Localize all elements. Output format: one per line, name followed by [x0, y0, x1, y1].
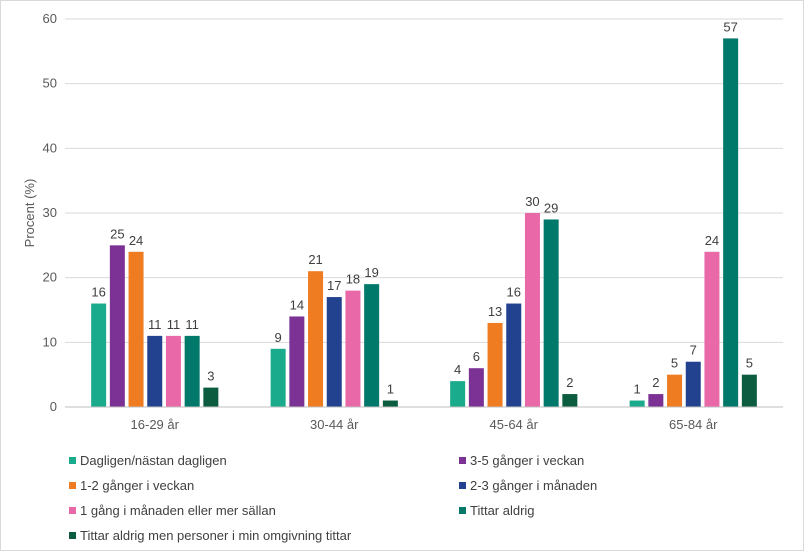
- data-label: 11: [148, 317, 162, 332]
- legend-label: 1 gång i månaden eller mer sällan: [80, 503, 276, 518]
- legend-label: Dagligen/nästan dagligen: [80, 453, 227, 468]
- data-label: 7: [690, 343, 697, 358]
- legend-swatch: [69, 457, 76, 464]
- data-label: 29: [544, 200, 558, 215]
- data-label: 30: [525, 194, 539, 209]
- data-label: 16: [91, 285, 105, 300]
- legend-label: Tittar aldrig men personer i min omgivni…: [80, 528, 352, 543]
- data-label: 2: [566, 375, 573, 390]
- data-label: 5: [671, 356, 678, 371]
- bar: [667, 374, 683, 407]
- data-label: 24: [705, 233, 719, 248]
- bar: [629, 400, 645, 407]
- bar: [184, 335, 200, 407]
- legend-item: Tittar aldrig men personer i min omgivni…: [69, 528, 351, 543]
- y-axis-ticks: 0 10 20 30 40 50 60: [43, 11, 57, 414]
- y-axis-label: Procent (%): [22, 179, 37, 248]
- x-tick-label: 30-44 år: [310, 417, 359, 432]
- bar: [685, 361, 701, 407]
- bar: [326, 297, 342, 407]
- data-label: 6: [473, 349, 480, 364]
- bar: [543, 219, 559, 407]
- bar: [203, 387, 219, 407]
- legend-label: Tittar aldrig: [470, 503, 535, 518]
- legend-swatch: [459, 482, 466, 489]
- data-label: 25: [110, 226, 124, 241]
- bar: [741, 374, 757, 407]
- legend-item: Dagligen/nästan dagligen: [69, 453, 227, 468]
- data-label: 19: [364, 265, 378, 280]
- data-label: 2: [652, 375, 659, 390]
- bar: [562, 394, 578, 407]
- bar: [704, 251, 720, 407]
- gridlines: [65, 18, 783, 343]
- legend-label: 3-5 gånger i veckan: [470, 453, 585, 468]
- legend-item: 1 gång i månaden eller mer sällan: [69, 503, 276, 518]
- bar: [308, 271, 324, 407]
- bar: [147, 335, 163, 407]
- data-label: 5: [746, 356, 753, 371]
- bar: [506, 303, 522, 407]
- bar: [468, 368, 484, 407]
- x-tick-label: 65-84 år: [669, 417, 718, 432]
- bar: [648, 394, 664, 407]
- legend-swatch: [69, 507, 76, 514]
- legend-item: 2-3 gånger i månaden: [459, 478, 597, 493]
- y-tick-label: 10: [43, 334, 57, 349]
- y-tick-label: 40: [43, 140, 57, 155]
- data-label: 21: [308, 252, 322, 267]
- data-label: 24: [129, 233, 143, 248]
- bar: [109, 245, 125, 407]
- legend-item: 3-5 gånger i veckan: [459, 453, 584, 468]
- data-label: 57: [723, 19, 737, 34]
- bar: [487, 322, 503, 407]
- data-label: 11: [185, 317, 199, 332]
- legend-item: 1-2 gånger i veckan: [69, 478, 194, 493]
- bar: [91, 303, 107, 407]
- legend-swatch: [459, 457, 466, 464]
- data-label: 9: [275, 330, 282, 345]
- x-tick-label: 16-29 år: [131, 417, 180, 432]
- bars: [91, 38, 757, 408]
- bar: [382, 400, 398, 407]
- bar: [165, 335, 181, 407]
- data-label: 4: [454, 362, 461, 377]
- legend-item: Tittar aldrig: [459, 503, 535, 518]
- data-label: 11: [167, 317, 181, 332]
- y-tick-label: 20: [43, 270, 57, 285]
- bar: [270, 348, 286, 407]
- y-tick-label: 30: [43, 205, 57, 220]
- bar: [345, 290, 361, 407]
- data-label: 18: [346, 272, 360, 287]
- bar: [723, 38, 739, 408]
- legend-swatch: [459, 507, 466, 514]
- x-tick-label: 45-64 år: [490, 417, 539, 432]
- x-axis-ticks: 16-29 år 30-44 år 45-64 år 65-84 år: [131, 417, 719, 432]
- y-tick-label: 60: [43, 11, 57, 26]
- y-tick-label: 0: [50, 399, 57, 414]
- bar: [450, 381, 466, 407]
- bar: [128, 251, 144, 407]
- data-label: 1: [634, 382, 641, 397]
- legend-label: 2-3 gånger i månaden: [470, 478, 598, 493]
- data-label: 17: [327, 278, 341, 293]
- bar: [364, 284, 380, 407]
- data-label: 1: [387, 382, 394, 397]
- legend-label: 1-2 gånger i veckan: [80, 478, 195, 493]
- data-label: 16: [507, 285, 521, 300]
- bar: [289, 316, 305, 407]
- bar: [524, 213, 540, 407]
- data-label: 13: [488, 304, 502, 319]
- legend-swatch: [69, 482, 76, 489]
- data-label: 3: [207, 369, 214, 384]
- legend-swatch: [69, 532, 76, 539]
- data-label: 14: [290, 297, 304, 312]
- y-tick-label: 50: [43, 76, 57, 91]
